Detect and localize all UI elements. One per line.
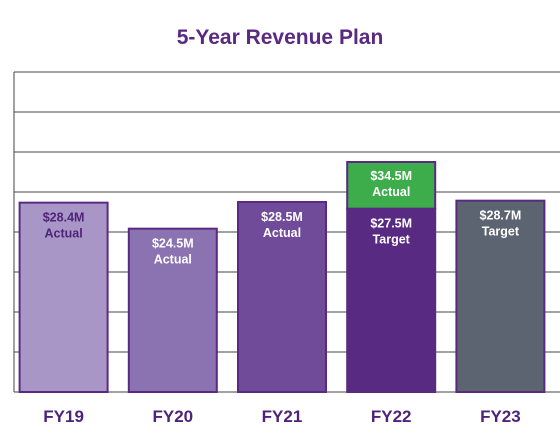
bar-fy22	[346, 207, 437, 393]
bar-fy23	[455, 199, 546, 393]
bar-value-label: $27.5M	[370, 217, 412, 231]
bar-status-label: Actual	[44, 227, 82, 241]
bars: $28.4M Actual $24.5M Actual $28.5M Actual $27.…	[18, 161, 546, 393]
bar-status-label: Target	[373, 233, 411, 247]
x-tick-label: FY21	[262, 407, 303, 426]
bar-status-label: Actual	[263, 226, 301, 240]
bar-status-label: Target	[482, 225, 520, 239]
x-tick-label: FY22	[371, 407, 412, 426]
x-tick-label: FY19	[43, 407, 84, 426]
x-tick-label: FY20	[152, 407, 193, 426]
bar-value-label: $28.7M	[480, 209, 522, 223]
x-axis-ticks: FY19 FY20 FY21 FY22 FY23	[43, 407, 520, 426]
stack-value-label: $34.5M	[370, 169, 412, 183]
x-tick-label: FY23	[480, 407, 521, 426]
bar-value-label: $28.4M	[43, 211, 85, 225]
bar-fy20	[127, 227, 218, 393]
bar-value-label: $24.5M	[152, 237, 194, 251]
bar-fy21	[237, 201, 327, 393]
bar-fy19	[18, 201, 109, 393]
chart-title: 5-Year Revenue Plan	[177, 26, 384, 49]
bar-value-label: $28.5M	[261, 210, 303, 224]
stack-status-label: Actual	[372, 185, 410, 199]
bar-fy22-stack	[346, 161, 437, 210]
bar-status-label: Actual	[154, 253, 192, 267]
